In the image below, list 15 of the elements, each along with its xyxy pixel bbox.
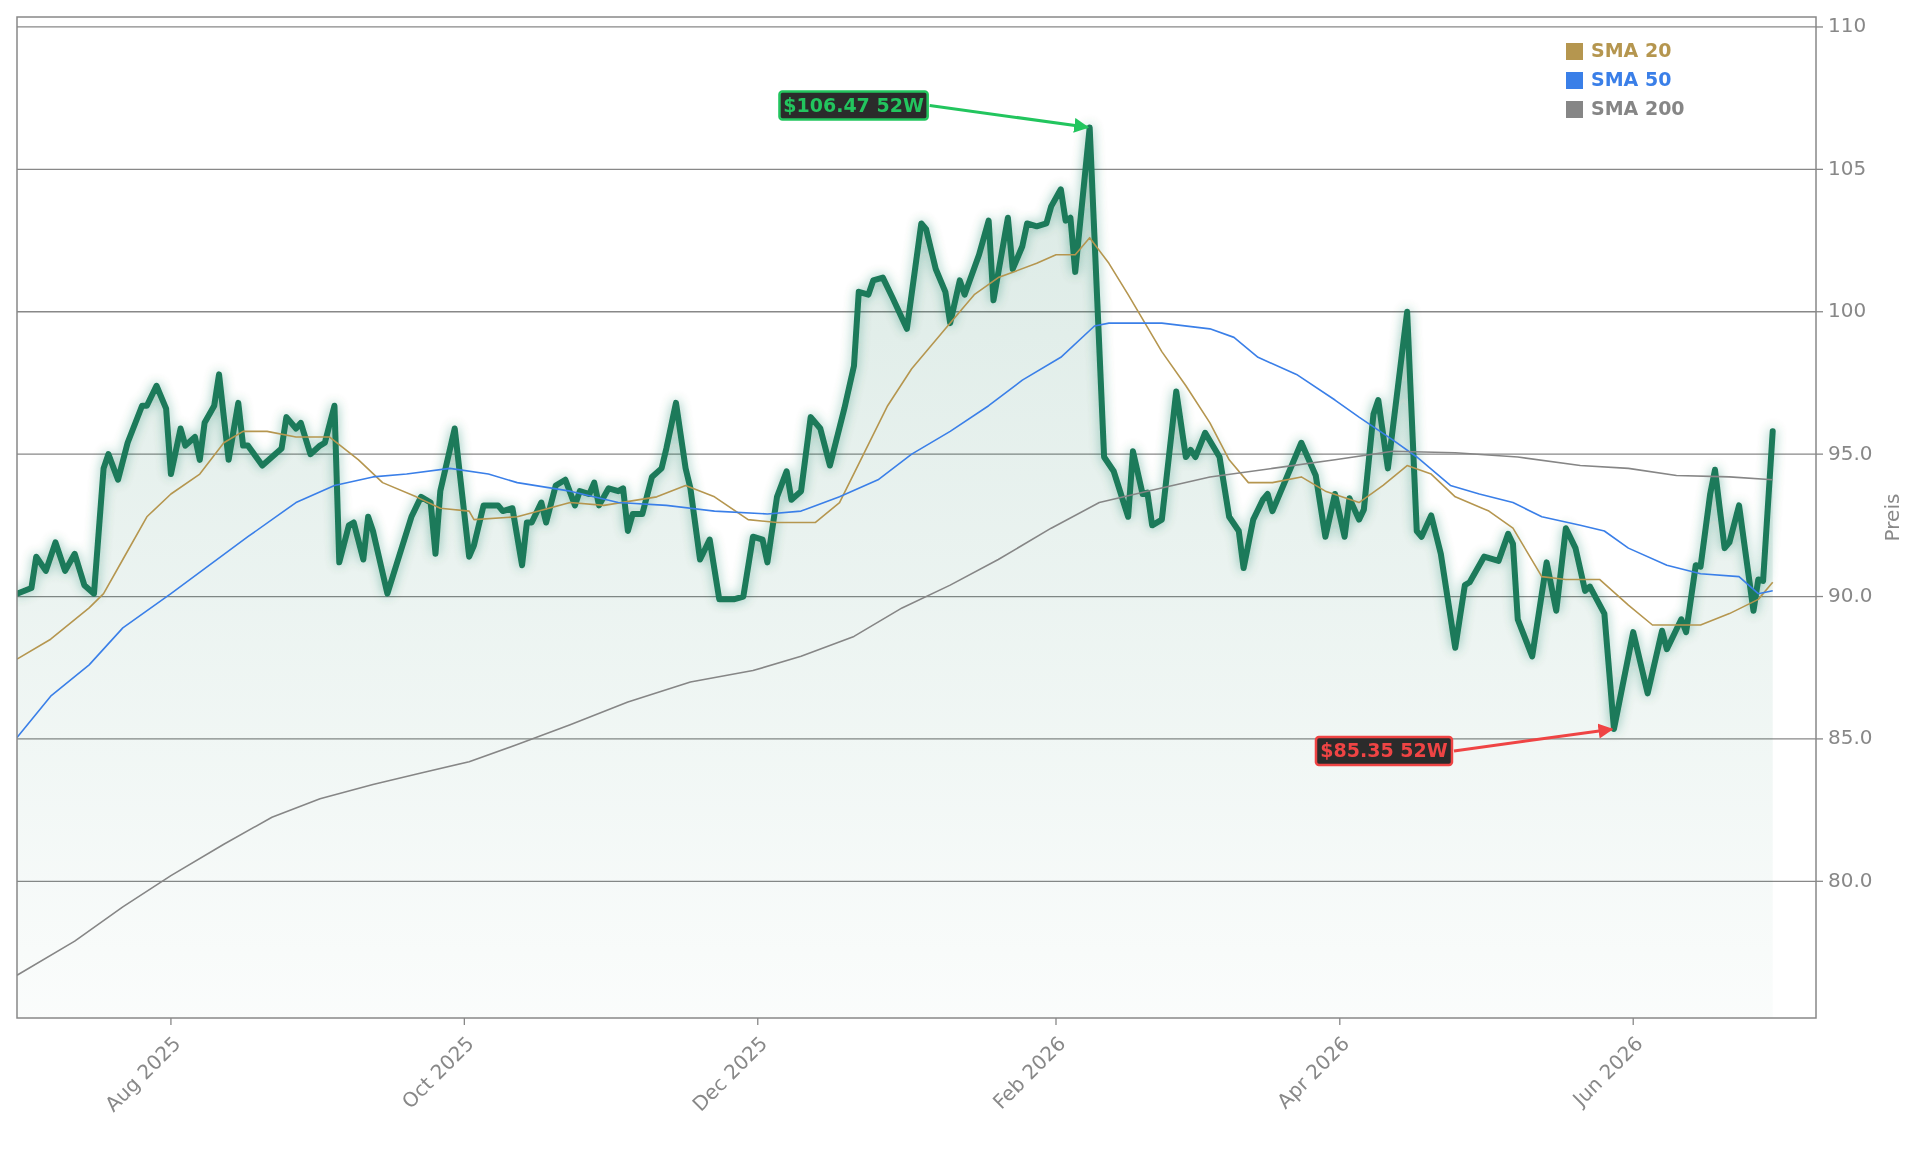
y-tick-label: 95.0 <box>1828 440 1873 465</box>
annotation: $85.35 52W <box>1320 739 1448 762</box>
legend-label: SMA 50 <box>1591 67 1672 90</box>
y-tick-label: 90.0 <box>1828 583 1873 608</box>
legend-label: SMA 200 <box>1591 96 1685 119</box>
line-series <box>17 322 1774 739</box>
y-axis-title: Preis <box>1880 493 1904 542</box>
annotation: $106.47 52W <box>783 93 924 116</box>
line-series <box>17 236 1774 660</box>
y-tick-label: 110 <box>1828 13 1867 38</box>
y-tick-label: 85.0 <box>1828 725 1873 750</box>
y-tick-label: 80.0 <box>1828 867 1873 892</box>
y-tick-label: 105 <box>1828 155 1867 180</box>
legend-label: SMA 20 <box>1591 38 1672 61</box>
y-tick-label: 100 <box>1828 298 1867 323</box>
